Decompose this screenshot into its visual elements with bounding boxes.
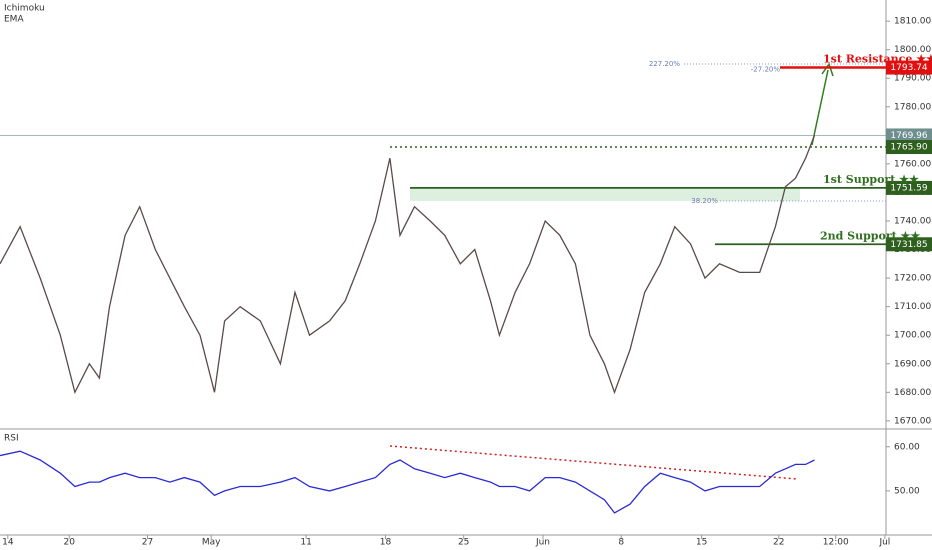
- target-arrow: [811, 69, 829, 146]
- x-tick-label: 20: [64, 538, 76, 548]
- x-tick-label: 22: [773, 538, 784, 548]
- y-tick-label: 1670.00: [894, 416, 931, 426]
- x-tick-label: 18: [380, 538, 392, 548]
- indicator-label: EMA: [4, 15, 24, 25]
- y-tick-label: 1740.00: [894, 216, 931, 226]
- x-tick-label: 12:00: [823, 538, 849, 548]
- x-tick-label: 15: [696, 538, 707, 548]
- x-tick-label: 8: [618, 538, 624, 548]
- price-tag-label: 1769.96: [890, 131, 927, 141]
- fib-label: 38.20%: [691, 197, 718, 205]
- data-line: [0, 450, 815, 514]
- y-tick-label: 1690.00: [894, 359, 931, 369]
- price-tag: [886, 60, 932, 75]
- x-tick-label: 14: [2, 538, 14, 548]
- y-tick-label: 1800.00: [894, 45, 931, 55]
- x-tick-label: May: [202, 538, 221, 548]
- x-tick-label: 27: [142, 538, 153, 548]
- x-tick-label: Jun: [535, 538, 550, 548]
- x-tick-label: Jul: [878, 538, 890, 548]
- y-tick-label: 1810.00: [894, 17, 931, 27]
- price-tag: [886, 180, 932, 195]
- y-tick-label: 1720.00: [894, 274, 931, 284]
- fib-label: 227.20%: [649, 60, 680, 68]
- price-tag-label: 1793.74: [890, 63, 927, 73]
- y-tick-label: 1760.00: [894, 159, 931, 169]
- y-tick-label: 50.00: [894, 486, 920, 496]
- support-zone: [410, 187, 800, 202]
- y-tick-label: 1700.00: [894, 331, 931, 341]
- price-tag: [886, 128, 932, 143]
- price-tag: [886, 237, 932, 252]
- y-tick-label: 1680.00: [894, 388, 931, 398]
- price-tag-label: 1751.59: [890, 183, 927, 193]
- x-tick-label: 11: [300, 538, 311, 548]
- level-name: 1st Support ★★: [823, 173, 919, 186]
- price-tag-label: 1765.90: [890, 143, 927, 153]
- rsi-label: RSI: [4, 434, 19, 444]
- level-name: 1st Resistance ★★: [823, 53, 932, 66]
- rsi-trendline: [389, 445, 798, 480]
- y-tick-label: 60.00: [894, 442, 920, 452]
- fib-label: -27.20%: [751, 66, 781, 74]
- y-tick-label: 1790.00: [894, 74, 931, 84]
- data-line: [0, 135, 816, 395]
- y-tick-label: 1780.00: [894, 102, 931, 112]
- x-tick-label: 25: [458, 538, 469, 548]
- level-name: 2nd Support ★★: [820, 229, 920, 242]
- price-tag-label: 1731.85: [890, 240, 927, 250]
- price-tag: [886, 140, 932, 155]
- y-tick-label: 1710.00: [894, 302, 931, 312]
- indicator-label: Ichimoku: [4, 4, 45, 14]
